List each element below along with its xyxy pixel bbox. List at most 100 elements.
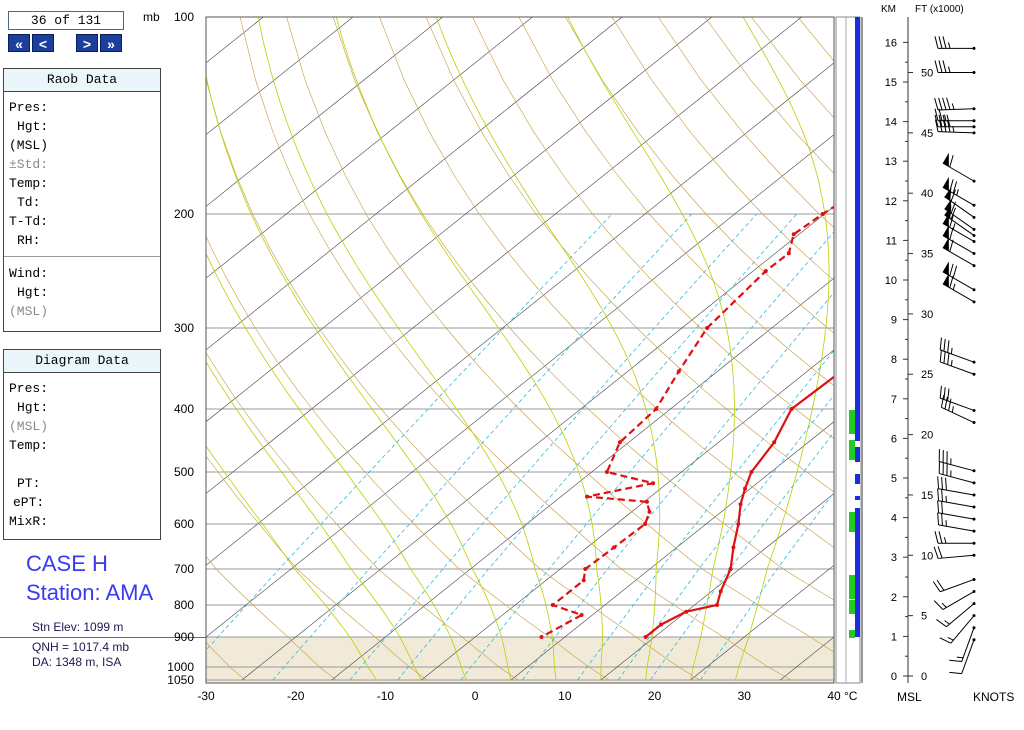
moisture-gap-marker bbox=[855, 441, 860, 447]
wind-barb-station bbox=[972, 577, 976, 581]
wind-barb-half-flag bbox=[944, 620, 950, 625]
mixing-ratio-line bbox=[650, 431, 834, 681]
pressure-tick-label: 700 bbox=[174, 562, 194, 576]
km-tick-label: 0 bbox=[891, 671, 897, 683]
moist-adiabat-line bbox=[335, 17, 603, 680]
isotherm-line bbox=[206, 17, 802, 494]
moist-adiabat-line bbox=[206, 252, 467, 681]
wind-barb-flag bbox=[938, 60, 943, 73]
dewpoint-point bbox=[705, 326, 710, 330]
wind-barb-station bbox=[972, 70, 976, 74]
wind-barb-half-flag bbox=[956, 189, 959, 196]
wind-barb-pennant bbox=[942, 261, 949, 276]
last-sounding-button[interactable]: » bbox=[100, 34, 122, 52]
dewpoint-point bbox=[651, 481, 656, 486]
pressure-tick-label: 800 bbox=[174, 598, 194, 612]
pressure-tick-label: 400 bbox=[174, 402, 194, 416]
dewpoint-point bbox=[654, 407, 659, 411]
dewpoint-point bbox=[763, 269, 768, 274]
isotherm-line bbox=[510, 421, 834, 681]
pressure-tick-label: 900 bbox=[174, 630, 194, 644]
wind-barb-flag bbox=[949, 215, 954, 228]
raob-td-label: Td: bbox=[17, 195, 41, 210]
wind-barb-flag bbox=[934, 119, 939, 132]
wind-barb-flag bbox=[949, 239, 954, 252]
wind-barb-pennant bbox=[944, 204, 952, 219]
wind-barb-pennant bbox=[942, 225, 949, 240]
previous-sounding-button[interactable]: < bbox=[32, 34, 54, 52]
station-label: Station: AMA bbox=[26, 580, 154, 605]
wind-barb-flag bbox=[937, 546, 943, 559]
wind-barb-station bbox=[972, 638, 976, 642]
wind-barb-flag bbox=[942, 119, 947, 132]
km-tick-label: 13 bbox=[885, 156, 897, 168]
mixing-ratio-line bbox=[272, 213, 692, 681]
wind-barb-flag bbox=[947, 388, 950, 401]
temperature-tick-label: 10 bbox=[558, 689, 572, 703]
wind-barb-flag bbox=[949, 671, 962, 675]
wind-barb-half-flag bbox=[951, 103, 955, 110]
wind-barb-flag bbox=[938, 36, 943, 49]
moisture-column-bar bbox=[855, 17, 860, 637]
temperature-point bbox=[736, 522, 741, 526]
wind-barb-pennant bbox=[942, 176, 949, 191]
wind-barb-half-flag bbox=[956, 656, 964, 659]
wind-barb-flag bbox=[933, 600, 944, 610]
wind-barb-flag bbox=[939, 337, 942, 350]
mixing-ratio-line bbox=[206, 213, 613, 651]
diagram-ept-label: ePT: bbox=[13, 495, 45, 510]
raob-msl-label: (MSL) bbox=[9, 138, 49, 153]
wind-barb-shaft bbox=[961, 627, 975, 662]
wind-barb-station bbox=[972, 408, 976, 412]
isotherm-line bbox=[331, 277, 834, 681]
isotherm-line bbox=[0, 17, 174, 680]
temperature-point bbox=[643, 635, 648, 639]
pressure-tick-label: 1050 bbox=[167, 673, 194, 687]
km-tick-label: 12 bbox=[885, 196, 897, 208]
diagram-panel-title: Diagram Data bbox=[4, 350, 160, 373]
wind-barb-station bbox=[972, 203, 976, 207]
wind-barb-station bbox=[972, 131, 976, 135]
dewpoint-point bbox=[791, 232, 796, 237]
wind-barb-station bbox=[972, 107, 976, 111]
ft-tick-label: 50 bbox=[921, 67, 933, 79]
wind-barb-half-flag bbox=[948, 42, 951, 49]
mixing-ratio-line bbox=[617, 394, 834, 681]
km-tick-label: 8 bbox=[891, 354, 897, 366]
wind-barb-shaft bbox=[938, 108, 975, 111]
wind-barb-flag bbox=[938, 108, 943, 121]
wind-barb-flag bbox=[934, 108, 939, 121]
temperature-tick-label: -10 bbox=[377, 689, 395, 703]
dry-adiabat-line bbox=[565, 17, 834, 334]
surface-line-left bbox=[0, 637, 206, 638]
raob-rh-label: RH: bbox=[17, 233, 41, 248]
temperature-point bbox=[772, 440, 777, 445]
wind-barb-half-flag bbox=[950, 359, 953, 367]
ft-tick-label: 0 bbox=[921, 671, 927, 683]
ft-tick-label: 45 bbox=[921, 128, 933, 140]
ft-tick-label: 10 bbox=[921, 550, 933, 562]
raob-wind-label: Wind: bbox=[9, 266, 49, 281]
wind-barb-shaft bbox=[940, 578, 975, 593]
wind-barb-station bbox=[972, 227, 976, 231]
km-tick-label: 1 bbox=[891, 631, 897, 643]
temperature-tick-label: 20 bbox=[648, 689, 662, 703]
next-sounding-button[interactable]: > bbox=[76, 34, 98, 52]
diagram-pt-label: PT: bbox=[17, 476, 41, 491]
wind-barb-flag bbox=[938, 531, 943, 544]
wind-barb-station bbox=[972, 614, 976, 618]
temperature-tick-label: 40 bbox=[827, 689, 841, 703]
wind-barb-station bbox=[972, 252, 976, 256]
isotherm-line bbox=[206, 17, 443, 207]
pressure-tick-label: 100 bbox=[174, 10, 194, 24]
isotherm-line bbox=[206, 17, 354, 135]
wind-barb-station bbox=[972, 215, 976, 219]
dewpoint-point bbox=[585, 494, 589, 499]
pressure-tick-label: 300 bbox=[174, 321, 194, 335]
wind-barb-flag bbox=[943, 338, 946, 352]
km-tick-label: 11 bbox=[886, 235, 897, 247]
wind-barb-shaft bbox=[940, 397, 975, 411]
first-sounding-button[interactable]: « bbox=[8, 34, 30, 52]
dewpoint-point bbox=[676, 369, 681, 374]
km-tick-label: 9 bbox=[891, 315, 897, 327]
